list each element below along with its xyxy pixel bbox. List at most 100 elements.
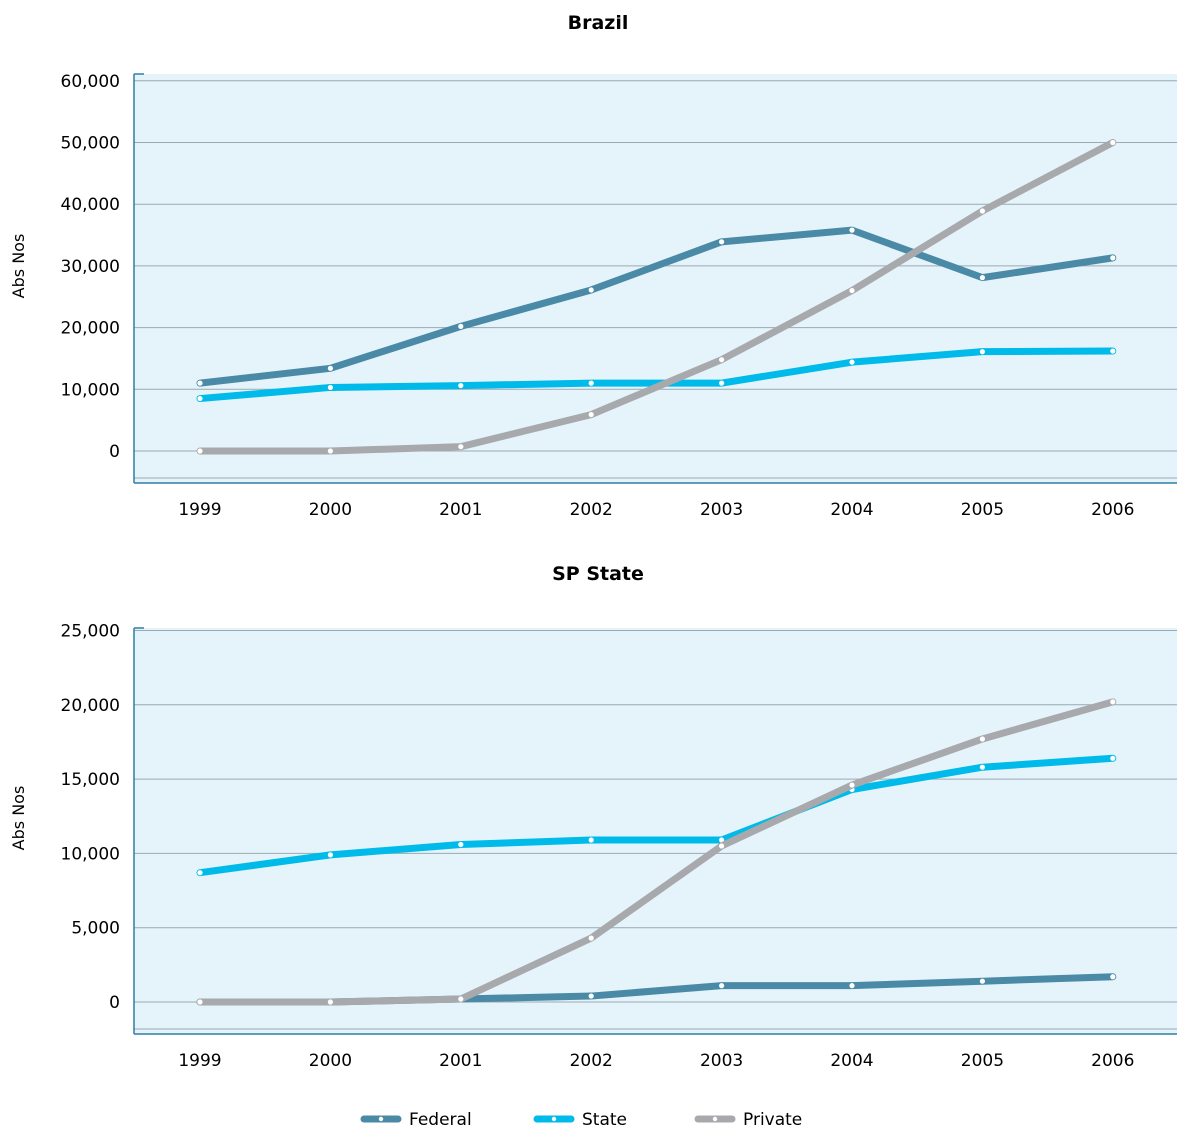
data-point-state (1110, 755, 1116, 761)
y-tick-label: 10,000 (61, 844, 120, 864)
y-tick-label: 5,000 (71, 919, 120, 939)
series-state (196, 754, 1117, 877)
x-tick-label: 1999 (178, 500, 221, 520)
data-point-federal (849, 227, 855, 233)
legend: Federal State Private (360, 1110, 802, 1130)
series-private (196, 698, 1117, 1006)
data-point-private (197, 448, 203, 454)
data-point-state (197, 395, 203, 402)
y-tick-label: 15,000 (61, 770, 120, 790)
y-tick-label: 20,000 (61, 319, 120, 339)
legend-label-state: State (582, 1110, 627, 1130)
data-point-federal (719, 239, 725, 245)
x-tick-label: 2003 (700, 500, 743, 520)
y-axis-label: Abs Nos (9, 786, 28, 851)
data-point-private (588, 411, 594, 418)
y-tick-label: 20,000 (61, 696, 120, 716)
y-tick-label: 0 (109, 442, 120, 462)
data-point-private (1110, 139, 1116, 146)
y-tick-label: 40,000 (61, 195, 120, 215)
series-line-federal (196, 226, 1117, 387)
data-point-private (849, 287, 855, 294)
series-line-state (196, 347, 1117, 403)
data-point-federal (1110, 974, 1116, 980)
data-point-private (719, 843, 725, 849)
data-point-state (849, 359, 855, 365)
series-line-private (196, 698, 1117, 1006)
data-point-federal (979, 978, 986, 984)
data-point-federal (1110, 255, 1116, 261)
series-federal (196, 226, 1117, 387)
legend-label-private: Private (743, 1110, 802, 1130)
data-point-federal (719, 983, 725, 989)
series-line-state (196, 754, 1117, 877)
data-point-state (979, 764, 986, 770)
data-point-federal (979, 275, 986, 281)
data-point-federal (458, 323, 464, 329)
x-tick-label: 2003 (700, 1051, 743, 1071)
chart-sp-state: SP State Abs Nos 0 5,000 10,000 15,000 20,00… (9, 563, 1177, 1071)
x-tick-label: 2005 (961, 500, 1004, 520)
data-point-state (327, 852, 333, 858)
y-tick-label: 60,000 (61, 72, 120, 92)
x-tick-label: 2005 (961, 1051, 1004, 1071)
data-point-private (588, 935, 594, 941)
x-tick-label: 2004 (830, 1051, 873, 1071)
data-point-state (588, 837, 594, 843)
legend-label-federal: Federal (409, 1110, 472, 1130)
data-point-private (1110, 699, 1116, 705)
chart-title: SP State (552, 563, 644, 585)
chart-brazil: Brazil Abs Nos 0 10,000 20,000 30,000 40,000… (9, 12, 1177, 520)
data-point-state (197, 870, 203, 876)
x-tick-label: 1999 (178, 1051, 221, 1071)
data-point-federal (588, 287, 594, 293)
data-point-private (458, 996, 464, 1002)
legend-item-private: Private (694, 1110, 802, 1130)
x-tick-label: 2002 (570, 1051, 613, 1071)
y-tick-label: 0 (109, 993, 120, 1013)
data-point-private (849, 782, 855, 788)
x-tick-label: 2000 (309, 1051, 352, 1071)
series-line-private (196, 139, 1117, 455)
data-point-state (458, 382, 464, 389)
data-point-state (588, 380, 594, 386)
plot-area (133, 627, 1177, 1035)
data-point-federal (197, 380, 203, 386)
data-point-federal (849, 983, 855, 989)
data-point-state (719, 837, 725, 843)
series-private (196, 139, 1117, 455)
y-tick-label: 50,000 (61, 134, 120, 154)
x-tick-label: 2006 (1091, 1051, 1134, 1071)
data-point-private (979, 736, 986, 742)
data-point-state (979, 349, 986, 355)
data-point-state (327, 384, 333, 391)
data-point-private (458, 444, 464, 450)
legend-swatch-dot (551, 1116, 557, 1122)
plot-background (134, 74, 1177, 483)
data-point-federal (588, 993, 594, 999)
data-point-private (327, 448, 333, 454)
plot-background (134, 628, 1177, 1034)
y-tick-label: 25,000 (61, 622, 120, 642)
legend-item-federal: Federal (360, 1110, 472, 1130)
data-point-state (719, 380, 725, 386)
x-tick-label: 2004 (830, 500, 873, 520)
x-tick-label: 2001 (439, 500, 482, 520)
x-tick-label: 2000 (309, 500, 352, 520)
data-point-federal (327, 365, 333, 371)
x-tick-label: 2002 (570, 500, 613, 520)
data-point-private (197, 999, 203, 1005)
legend-swatch-dot (378, 1116, 384, 1122)
data-point-state (1110, 348, 1116, 354)
x-tick-label: 2001 (439, 1051, 482, 1071)
y-axis-label: Abs Nos (9, 234, 28, 299)
y-tick-label: 10,000 (61, 380, 120, 400)
plot-area (133, 73, 1177, 484)
data-point-state (458, 841, 464, 848)
data-point-private (327, 999, 333, 1005)
legend-item-state: State (533, 1110, 627, 1130)
data-point-private (979, 208, 986, 214)
x-tick-label: 2006 (1091, 500, 1134, 520)
y-tick-label: 30,000 (61, 257, 120, 277)
